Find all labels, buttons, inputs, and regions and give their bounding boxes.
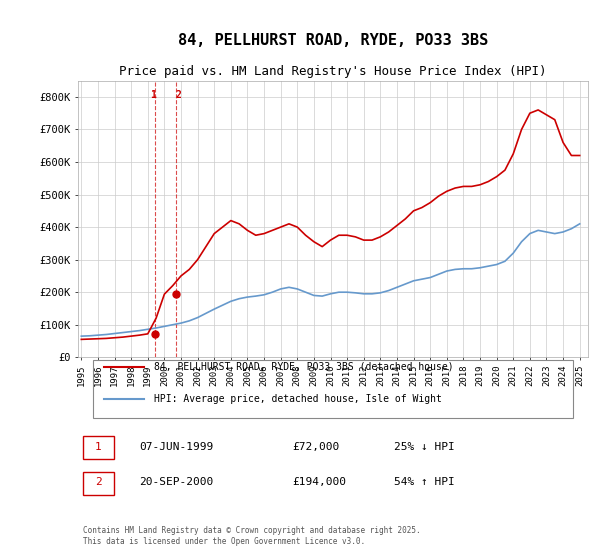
Text: 84, PELLHURST ROAD, RYDE, PO33 3BS (detached house): 84, PELLHURST ROAD, RYDE, PO33 3BS (deta… [155, 362, 454, 372]
Text: 84, PELLHURST ROAD, RYDE, PO33 3BS: 84, PELLHURST ROAD, RYDE, PO33 3BS [178, 32, 488, 48]
Text: 07-JUN-1999: 07-JUN-1999 [139, 442, 214, 452]
Text: HPI: Average price, detached house, Isle of Wight: HPI: Average price, detached house, Isle… [155, 394, 442, 404]
Text: £194,000: £194,000 [292, 478, 346, 487]
Text: 1: 1 [95, 442, 102, 452]
Text: 1: 1 [149, 90, 155, 100]
Text: Price paid vs. HM Land Registry's House Price Index (HPI): Price paid vs. HM Land Registry's House … [119, 65, 547, 78]
Text: Contains HM Land Registry data © Crown copyright and database right 2025.
This d: Contains HM Land Registry data © Crown c… [83, 526, 421, 546]
Text: 2: 2 [176, 90, 182, 100]
Text: £72,000: £72,000 [292, 442, 340, 452]
Text: 25% ↓ HPI: 25% ↓ HPI [394, 442, 455, 452]
Text: 2: 2 [95, 478, 102, 487]
Text: 20-SEP-2000: 20-SEP-2000 [139, 478, 214, 487]
Text: 54% ↑ HPI: 54% ↑ HPI [394, 478, 455, 487]
